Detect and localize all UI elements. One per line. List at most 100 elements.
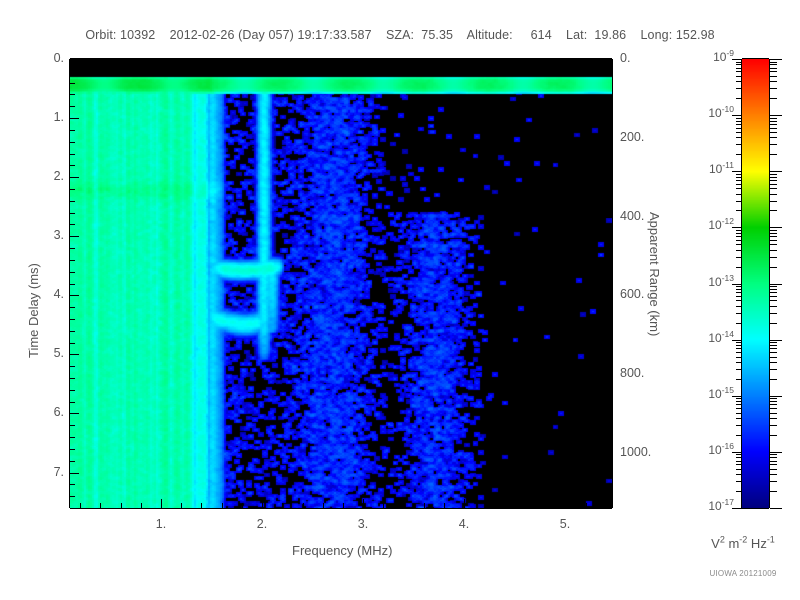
- y-tick-label-left: 1.: [53, 110, 64, 124]
- colorbar-tick-minor: [770, 413, 777, 414]
- colorbar-tick-minor: [770, 369, 777, 370]
- colorbar-tick-minor: [770, 240, 777, 241]
- y-axis-left-title: Time Delay (ms): [26, 263, 41, 358]
- colorbar-tick-major: [770, 115, 782, 116]
- y-tick-label-right: 1000.: [620, 445, 652, 459]
- x-axis-title: Frequency (MHz): [292, 543, 393, 558]
- colorbar-tick-minor-inner: [736, 180, 742, 181]
- y-tick-minor-left: [70, 83, 75, 84]
- colorbar-tick-label: 10-14: [708, 329, 734, 345]
- colorbar-tick-minor-inner: [736, 184, 742, 185]
- y-tick-label-right: 400.: [620, 209, 645, 223]
- colorbar-tick-major: [770, 227, 782, 228]
- y-tick-minor-left: [70, 307, 75, 308]
- colorbar-tick-minor-inner: [736, 257, 742, 258]
- colorbar-tick-minor: [770, 398, 777, 399]
- colorbar-tick-minor: [770, 404, 777, 405]
- colorbar-tick-minor-inner: [736, 348, 742, 349]
- colorbar-tick-minor: [770, 461, 777, 462]
- colorbar-tick-minor-inner: [736, 474, 742, 475]
- colorbar-tick-minor: [770, 137, 777, 138]
- plot-border-bottom: [70, 508, 612, 509]
- y-tick-minor-left: [70, 130, 75, 131]
- x-tick-minor: [505, 503, 506, 508]
- colorbar-tick-minor: [770, 306, 777, 307]
- ionogram-header: Orbit: 10392 2012-02-26 (Day 057) 19:17:…: [0, 28, 800, 42]
- x-tick-minor: [201, 503, 202, 508]
- colorbar-tick-minor-inner: [736, 398, 742, 399]
- colorbar-tick-minor-inner: [736, 457, 742, 458]
- colorbar-tick-minor-inner: [736, 124, 742, 125]
- footer-credit: UIOWA 20121009: [709, 569, 777, 578]
- colorbar-tick-minor-inner: [736, 425, 742, 426]
- colorbar-tick-minor: [770, 188, 777, 189]
- y-tick-minor-left: [70, 224, 75, 225]
- y-tick-major-right: [604, 453, 613, 454]
- x-tick-minor: [181, 503, 182, 508]
- colorbar-tick-minor: [770, 292, 777, 293]
- colorbar-tick-minor-inner: [736, 454, 742, 455]
- y-tick-label-right: 200.: [620, 130, 645, 144]
- colorbar-tick-minor-inner: [736, 240, 742, 241]
- x-tick-minor: [141, 503, 142, 508]
- colorbar-tick-minor: [770, 357, 777, 358]
- colorbar-tick-minor-inner: [736, 461, 742, 462]
- colorbar-tick-minor-inner: [736, 323, 742, 324]
- colorbar-tick-minor-inner: [736, 118, 742, 119]
- colorbar-tick-minor-inner: [736, 362, 742, 363]
- y-tick-minor-left: [70, 201, 75, 202]
- y-tick-major-right: [604, 295, 613, 296]
- colorbar-tick-minor: [770, 348, 777, 349]
- colorbar-tick-minor: [770, 286, 777, 287]
- x-tick-minor: [242, 503, 243, 508]
- colorbar-tick-minor-inner: [736, 286, 742, 287]
- colorbar-tick-minor: [770, 244, 777, 245]
- y-tick-major-left: [70, 59, 79, 60]
- x-tick-minor: [303, 503, 304, 508]
- colorbar-tick-minor: [770, 180, 777, 181]
- colorbar-tick-minor: [770, 81, 777, 82]
- colorbar-tick-minor-inner: [736, 342, 742, 343]
- colorbar-tick-minor: [770, 379, 777, 380]
- y-tick-major-right: [604, 217, 613, 218]
- colorbar-tick-minor: [770, 184, 777, 185]
- y-tick-major-right: [604, 138, 613, 139]
- colorbar-tick-minor: [770, 469, 777, 470]
- y-tick-minor-left: [70, 390, 75, 391]
- x-tick-major: [262, 499, 263, 508]
- colorbar-tick-minor: [770, 425, 777, 426]
- colorbar-tick-minor-inner: [736, 345, 742, 346]
- x-tick-minor: [323, 503, 324, 508]
- y-tick-minor-left: [70, 425, 75, 426]
- colorbar-tick-major: [770, 59, 782, 60]
- x-tick-major: [363, 499, 364, 508]
- colorbar-tick-minor-inner: [736, 81, 742, 82]
- colorbar-tick-minor: [770, 474, 777, 475]
- colorbar-tick-minor-inner: [736, 174, 742, 175]
- y-tick-minor-left: [70, 461, 75, 462]
- y-tick-minor-left: [70, 284, 75, 285]
- x-tick-label: 5.: [559, 517, 571, 531]
- colorbar-tick-minor: [770, 88, 777, 89]
- y-tick-minor-left: [70, 248, 75, 249]
- y-tick-label-left: 7.: [53, 465, 64, 479]
- y-tick-label-right: 0.: [620, 51, 631, 65]
- ionogram-plot-area: [70, 59, 612, 508]
- y-tick-label-left: 6.: [53, 405, 64, 419]
- colorbar-tick-minor-inner: [736, 469, 742, 470]
- colorbar-tick-minor: [770, 454, 777, 455]
- colorbar-tick-minor: [770, 464, 777, 465]
- y-tick-major-left: [70, 354, 79, 355]
- colorbar-tick-minor: [770, 313, 777, 314]
- colorbar-tick-minor: [770, 201, 777, 202]
- y-tick-major-left: [70, 413, 79, 414]
- colorbar-tick-minor: [770, 267, 777, 268]
- colorbar-tick-minor: [770, 98, 777, 99]
- y-tick-minor-left: [70, 272, 75, 273]
- x-tick-minor: [444, 503, 445, 508]
- colorbar-tick-minor: [770, 257, 777, 258]
- colorbar-tick-minor: [770, 342, 777, 343]
- colorbar-tick-label: 10-17: [708, 497, 734, 513]
- y-tick-minor-left: [70, 496, 75, 497]
- colorbar: [742, 59, 769, 508]
